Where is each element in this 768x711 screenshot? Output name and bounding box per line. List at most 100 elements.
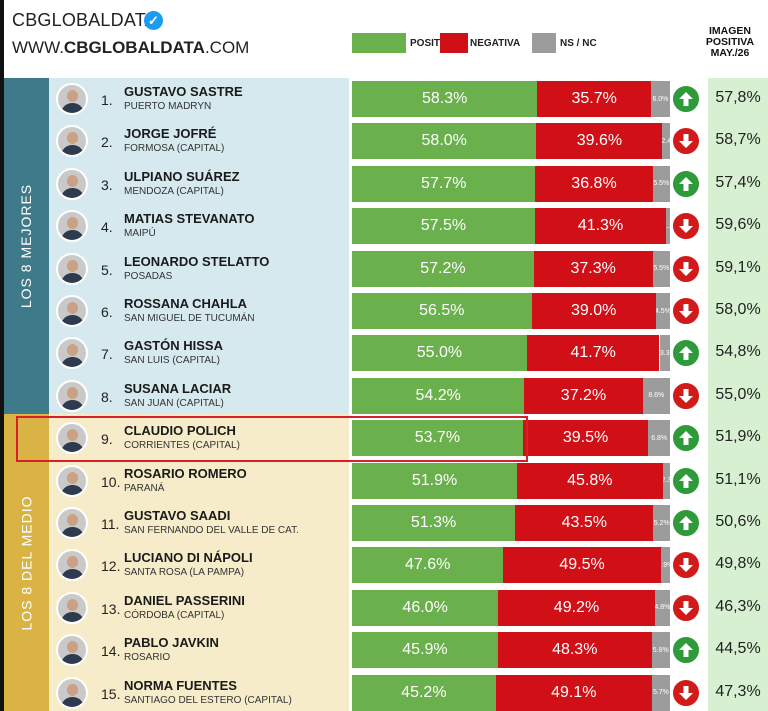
city-name: PUERTO MADRYN [124,101,212,112]
table-row: 6. ROSSANA CHAHLA SAN MIGUEL DE TUCUMÁN 56.… [4,291,768,332]
mayor-name: ULPIANO SUÁREZ [124,168,240,184]
label-negative: 39.6% [576,132,623,150]
image-value: 57,8% [715,89,761,106]
image-value: 46,3% [715,597,761,615]
bar-negative: 39.6% [536,123,663,160]
city-name: SAN MIGUEL DE TUCUMÁN [124,313,255,324]
avatar [56,337,88,370]
mayor-name: ROSSANA CHAHLA [124,296,248,311]
bar-positive: 57.5% [352,208,535,245]
bar-negative: 39.5% [522,420,649,457]
rank-number: 13. [101,600,121,617]
mayor-name: LUCIANO DI NÁPOLI [124,550,253,566]
city-name: POSADAS [124,270,173,282]
mayor-name: GASTÓN HISSA [124,338,223,354]
arrow-down-icon [671,253,701,284]
bar-ns: 5.2% [653,505,670,541]
bar-ns: 6.8% [648,420,670,457]
mayor-name: CLAUDIO POLICH [124,423,236,439]
bar-positive: 45.2% [352,674,496,711]
mayor-name: SUSANA LACIAR [124,380,232,396]
avatar [56,591,88,624]
label-positive: 46.0% [402,598,448,616]
brand-name: CBGLOBALDATA [12,10,157,30]
image-value: 44,5% [715,640,761,658]
city-name: CÓRDOBA (CAPITAL) [124,609,225,621]
arrow-down-icon [671,592,701,623]
bar-ns: 5.7% [651,674,670,711]
avatar [56,167,88,200]
arrow-down-icon [671,211,701,242]
rank-number: 14. [101,643,121,660]
label-positive: 57.7% [421,174,467,192]
rank-number: 7. [101,346,113,363]
rank-number: 1. [101,92,113,108]
label-negative: 49.2% [553,598,600,616]
legend-positive-label: POSITIVA [410,38,456,49]
image-value: 47,3% [715,682,761,700]
avatar [56,379,88,412]
bar-negative: 45.8% [517,462,663,499]
arrow-up-icon [671,635,701,666]
arrow-up-icon [671,84,701,114]
label-ns: 6.8% [651,434,668,442]
avatar [56,507,88,539]
verified-badge-icon: ✓ [144,11,163,30]
city-name: MAIPÚ [124,228,156,240]
mayor-name: NORMA FUENTES [124,677,237,693]
city-name: SANTA ROSA (LA PAMPA) [124,567,245,579]
label-negative: 43.5% [561,514,607,531]
bar-ns: 1.2 [666,208,670,245]
table-row: 2. JORGE JOFRÉ FORMOSA (CAPITAL) 58.0% 39.6%… [4,121,768,162]
label-ns: 4.8% [654,604,670,612]
city-name: CORRIENTES (CAPITAL) [124,440,240,452]
arrow-up-icon [671,423,701,454]
image-value: 51,9% [715,428,761,446]
bar-ns: 6.0% [650,81,670,117]
bar-positive: 53.7% [352,420,523,457]
label-positive: 55.0% [416,344,463,362]
table-row: 15. NORMA FUENTES SANTIAGO DEL ESTERO (CAP… [4,673,768,711]
city-name: FORMOSA (CAPITAL) [124,143,225,155]
bar-negative: 39.0% [531,293,656,329]
table-row: 10. ROSARIO ROMERO PARANÁ 51.9% 45.8% 2.3 51,1… [4,461,768,502]
bar-positive: 57.7% [352,165,536,202]
rank-number: 4. [101,219,113,236]
bar-ns: 2.9% [660,547,670,584]
label-negative: 37.3% [570,259,616,277]
image-value: 50,6% [715,513,761,530]
bar-ns: 5.5% [652,250,670,287]
mayor-name: ROSARIO ROMERO [124,465,247,481]
label-ns: 5.7% [652,689,669,697]
bar-negative: 49.5% [503,547,661,584]
image-heading-line-2: POSITIVA [705,36,755,48]
avatar [56,210,88,243]
avatar [56,125,88,158]
arrow-up-icon [671,338,701,369]
bar-ns: 5.8% [651,632,670,669]
table-row: 11. GUSTAVO SAADI SAN FERNANDO DEL VALLE D… [4,503,768,544]
bar-positive: 56.5% [352,293,532,329]
label-positive: 47.6% [404,556,451,574]
brand-url[interactable]: WWW.CBGLOBALDATA.COM [12,38,249,58]
image-value: 59,1% [715,258,761,276]
avatar [56,295,88,327]
table-row: 8. SUSANA LACIAR SAN JUAN (CAPITAL) 54.2% 37… [4,376,768,417]
bar-positive: 46.0% [352,589,499,626]
mayor-name: GUSTAVO SAADI [124,508,231,523]
city-name: MENDOZA (CAPITAL) [124,185,224,197]
label-ns: 5.8% [652,646,669,654]
highlight-box [16,416,528,462]
label-ns: 2.4 [662,137,670,145]
legend-positive-swatch [352,33,406,53]
city-name: SANTIAGO DEL ESTERO (CAPITAL) [124,694,292,706]
table-row: 5. LEONARDO STELATTO POSADAS 57.2% 37.3% 5.5%… [4,249,768,290]
label-negative: 41.7% [570,344,616,362]
label-negative: 49.1% [551,683,597,701]
bar-negative: 49.1% [495,674,652,711]
rank-number: 8. [101,388,113,405]
city-name: PARANÁ [124,482,165,494]
arrow-down-icon [671,296,701,326]
